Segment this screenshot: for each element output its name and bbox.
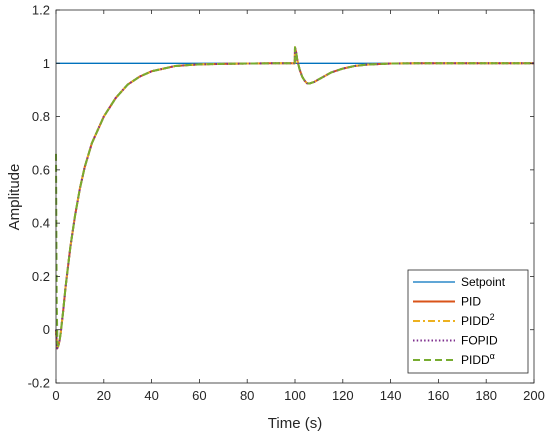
y-tick-label: 1 (43, 56, 50, 71)
y-tick-label: 0 (43, 322, 50, 337)
legend-label-main: Setpoint (461, 275, 506, 289)
y-tick-label: -0.2 (28, 376, 50, 391)
y-axis-title: Amplitude (6, 164, 23, 231)
x-axis-title: Time (s) (268, 415, 322, 432)
x-tick-label: 20 (97, 388, 111, 403)
x-tick-label: 0 (52, 388, 59, 403)
y-tick-label: 0.4 (32, 216, 50, 231)
legend-label-pidd2: PIDD2 (461, 312, 495, 328)
legend-label-setpoint: Setpoint (461, 275, 506, 289)
legend-label-piddalpha: PIDDα (461, 351, 495, 367)
x-tick-label: 180 (475, 388, 497, 403)
ticks-layer (55, 9, 535, 384)
legend-label-pid: PID (461, 295, 481, 309)
legend-label-fopid: FOPID (461, 334, 498, 348)
x-tick-label: 60 (192, 388, 206, 403)
x-tick-label: 160 (428, 388, 450, 403)
x-tick-label: 100 (284, 388, 306, 403)
x-tick-label: 140 (380, 388, 402, 403)
y-tick-label: 0.2 (32, 269, 50, 284)
x-tick-labels: 0 20 40 60 80 100 120 140 160 180 200 (52, 388, 544, 403)
y-tick-label: 0.8 (32, 109, 50, 124)
x-tick-label: 120 (332, 388, 354, 403)
legend-label-superscript: 2 (490, 312, 495, 322)
x-tick-label: 80 (240, 388, 254, 403)
y-tick-labels: -0.2 0 0.2 0.4 0.6 0.8 1 1.2 (28, 3, 50, 391)
legend-label-main: PIDD (461, 314, 490, 328)
x-tick-label: 40 (144, 388, 158, 403)
series-layer (55, 46, 534, 350)
legend-label-superscript: α (490, 351, 495, 361)
legend-label-main: PID (461, 295, 481, 309)
x-tick-label: 200 (523, 388, 545, 403)
y-tick-label: 1.2 (32, 3, 50, 18)
legend-label-main: FOPID (461, 334, 498, 348)
y-tick-label: 0.6 (32, 162, 50, 177)
legend-label-main: PIDD (461, 353, 490, 367)
